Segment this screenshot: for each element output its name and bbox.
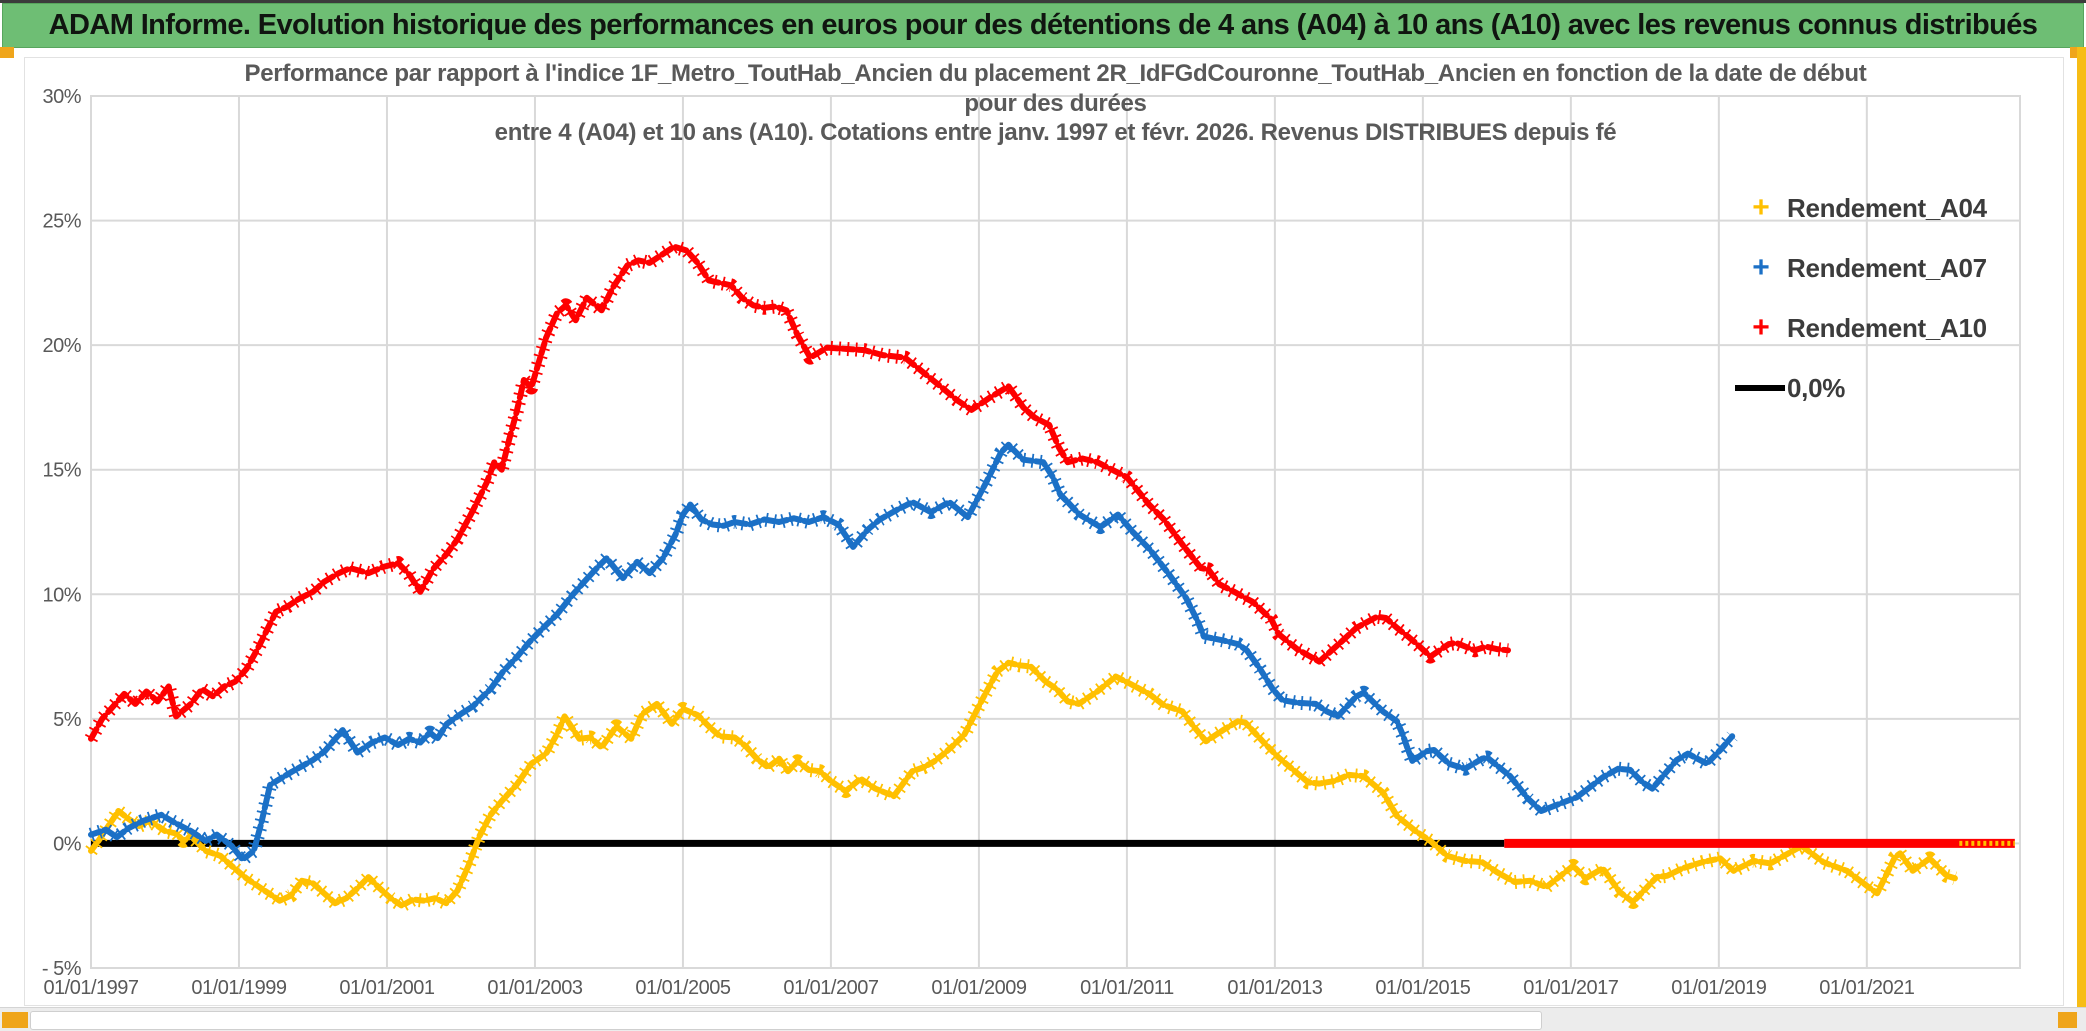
y-axis-label: - 5% (42, 958, 82, 980)
legend-plus-marker-icon: + (1752, 311, 1770, 344)
x-axis-label: 01/01/2003 (487, 977, 582, 999)
window-top-edge (0, 0, 2086, 3)
series-line-rendement_a07 (88, 441, 1736, 863)
x-axis-label: 01/01/2021 (1819, 977, 1914, 999)
series-spikes-rendement_a07 (88, 437, 1738, 867)
selection-handle-bottom-right (2058, 1012, 2077, 1028)
legend-plus-marker-icon: + (1752, 251, 1770, 284)
y-axis-label: 20% (42, 335, 81, 357)
legend-label: Rendement_A04 (1787, 192, 1987, 223)
legend-item-0-0-: 0,0% (1735, 368, 1845, 408)
legend-item-rendement-a10: + Rendement_A10 (1735, 308, 1987, 348)
legend-label: Rendement_A07 (1787, 252, 1987, 283)
selection-handle-bottom-left (2, 1012, 28, 1028)
legend-plus-marker-icon: + (1752, 191, 1770, 224)
scrollbar-thumb[interactable] (30, 1011, 1542, 1030)
chart-title-line-3: entre 4 (A04) et 10 ans (A10). Cotations… (494, 119, 1617, 146)
chart-title: Performance par rapport à l'indice 1F_Me… (91, 59, 2020, 148)
page-title: ADAM Informe. Evolution historique des p… (48, 9, 2038, 41)
selection-handle-top-left (0, 47, 14, 58)
x-axis-label: 01/01/2011 (1080, 977, 1174, 999)
x-axis-label: 01/01/1999 (191, 977, 286, 999)
series-line-rendement_a04 (88, 659, 1958, 909)
x-axis-label: 01/01/2019 (1671, 977, 1766, 999)
legend-label: Rendement_A10 (1787, 312, 1987, 343)
y-axis-label: 5% (53, 709, 82, 731)
x-axis-label: 01/01/2013 (1227, 977, 1322, 999)
title-bar: ADAM Informe. Evolution historique des p… (2, 3, 2084, 48)
y-axis-label: 10% (42, 584, 81, 606)
series-spikes-rendement_a10 (84, 239, 1509, 743)
y-axis-label: 25% (42, 211, 81, 233)
x-axis-label: 01/01/2015 (1375, 977, 1470, 999)
x-axis-label: 01/01/2007 (783, 977, 878, 999)
legend-line-marker-icon (1735, 385, 1785, 391)
legend-label: 0,0% (1787, 372, 1846, 403)
selection-border-right (2077, 47, 2086, 1031)
legend-item-rendement-a04: + Rendement_A04 (1735, 188, 1987, 228)
x-axis-label: 01/01/2017 (1523, 977, 1618, 999)
x-axis-label: 01/01/2001 (339, 977, 434, 999)
plot-border (90, 95, 2021, 969)
legend-item-rendement-a07: + Rendement_A07 (1735, 248, 1987, 288)
x-axis-label: 01/01/2005 (635, 977, 730, 999)
chart-title-line-2: pour des durées (964, 89, 1147, 117)
y-axis-label: 0% (53, 833, 82, 855)
y-axis-label: 30% (42, 86, 81, 108)
x-axis-label: 01/01/1997 (43, 977, 138, 999)
x-axis-label: 01/01/2009 (931, 977, 1026, 999)
y-axis-label: 15% (42, 460, 81, 482)
horizontal-scrollbar[interactable] (0, 1007, 2086, 1031)
series-line-rendement_a10 (88, 243, 1511, 742)
chart-title-line-1: Performance par rapport à l'indice 1F_Me… (244, 60, 1867, 87)
